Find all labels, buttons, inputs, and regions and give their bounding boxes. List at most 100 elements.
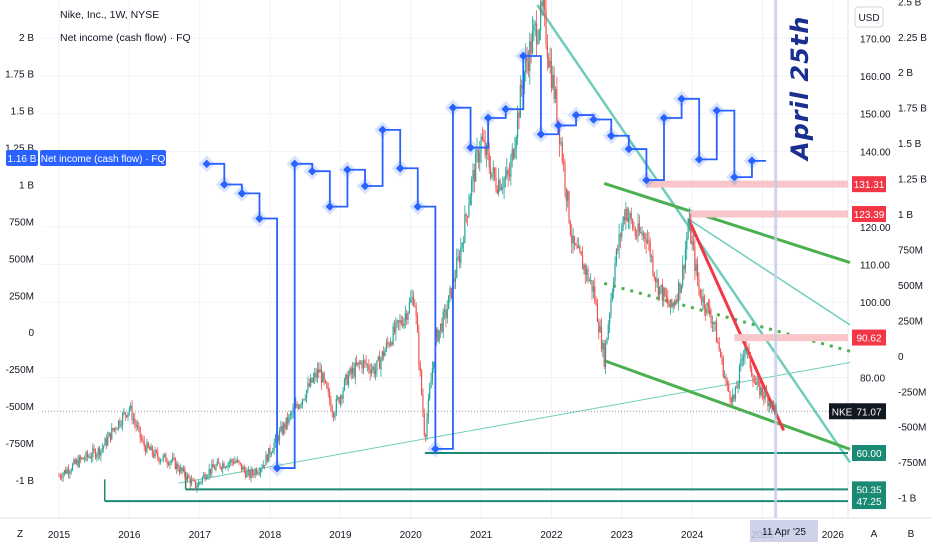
candle-body <box>540 1 542 31</box>
candle-body <box>116 428 118 430</box>
candle-body <box>738 365 741 384</box>
candle-body <box>328 391 331 401</box>
price-tag-current <box>852 403 886 420</box>
candle-body <box>184 468 186 477</box>
net-income-point <box>483 113 493 123</box>
candle-body <box>487 145 489 154</box>
candle-body <box>418 332 420 364</box>
candle-body <box>407 312 409 320</box>
net-income-point <box>255 214 264 223</box>
candle-body <box>65 470 67 474</box>
candle-body <box>109 432 112 440</box>
candle-body <box>339 396 341 404</box>
candle-body <box>84 459 86 461</box>
candle-body <box>365 361 367 365</box>
candle-body <box>518 112 520 118</box>
candle-body <box>396 320 398 322</box>
candle-body <box>535 23 538 44</box>
candle-body <box>205 477 208 480</box>
right-axis-tick: 1.25 B <box>898 175 927 186</box>
candle-body <box>81 457 83 460</box>
candle-body <box>492 167 494 173</box>
candle-body <box>345 374 347 380</box>
candle-body <box>366 364 369 366</box>
candle-body <box>625 208 627 221</box>
right-axis-tick: 2.5 B <box>898 0 922 8</box>
candle-body <box>761 387 764 396</box>
left-axis-tick: 1.75 B <box>5 70 34 81</box>
candle-body <box>104 438 106 446</box>
candle-body <box>59 475 61 478</box>
candle-body <box>285 417 287 429</box>
candle-body <box>680 285 682 293</box>
candle-body <box>270 452 273 455</box>
candle-body <box>67 469 70 474</box>
candle-body <box>121 413 124 426</box>
currency-button[interactable] <box>854 6 884 28</box>
indicator-title: Net income (cash flow) · FQ <box>60 32 191 44</box>
candle-body <box>181 467 183 471</box>
candle-body <box>85 452 87 460</box>
candle-body <box>200 481 202 483</box>
right-axis-tick: 250M <box>898 316 923 327</box>
candle-body <box>299 404 301 409</box>
net-income-point <box>272 463 282 473</box>
left-axis-tick: 0 <box>28 328 34 339</box>
candle-body <box>425 435 427 437</box>
candle-body <box>514 148 516 158</box>
candle-body <box>679 282 681 293</box>
left-axis-tick: 1 B <box>19 181 34 192</box>
candle-body <box>430 379 432 389</box>
candle-body <box>734 387 737 399</box>
candle-body <box>614 262 616 282</box>
candle-body <box>500 187 502 191</box>
log-scale-button[interactable]: B <box>908 529 915 540</box>
candle-body <box>757 380 760 382</box>
candle-body <box>721 357 723 359</box>
candle-body <box>274 435 277 443</box>
candle-body <box>610 299 612 315</box>
candle-body <box>640 232 642 234</box>
candle-body <box>174 458 176 470</box>
candle-body <box>480 136 482 153</box>
candle-body <box>228 462 231 464</box>
candle-body <box>385 342 387 350</box>
candle-body <box>88 456 90 458</box>
candle-body <box>637 223 639 237</box>
net-income-point <box>501 104 510 114</box>
right-axis-tick: -250M <box>898 387 926 398</box>
candle-body <box>75 460 78 464</box>
candle-body <box>468 205 470 217</box>
candle-body <box>144 446 147 453</box>
candle-body <box>448 295 450 310</box>
candle-body <box>711 322 714 324</box>
candle-body <box>393 326 396 333</box>
candle-body <box>615 249 617 263</box>
candle-body <box>533 24 535 32</box>
candle-body <box>337 397 339 399</box>
net-income-series <box>198 47 766 477</box>
candle-body <box>653 273 655 278</box>
candle-body <box>177 463 179 470</box>
candle-body <box>572 236 574 244</box>
candle-body <box>307 383 309 391</box>
candle-body <box>549 60 551 68</box>
candle-body <box>369 369 371 374</box>
candle-body <box>767 395 769 407</box>
candle-body <box>253 473 255 476</box>
candle-body <box>82 457 84 460</box>
candle-body <box>511 149 513 161</box>
candle-body <box>63 470 66 474</box>
candle-body <box>330 400 332 410</box>
candle-body <box>220 467 222 469</box>
candle-body <box>189 477 191 485</box>
candle-body <box>199 482 201 484</box>
candle-body <box>335 398 337 413</box>
candle-body <box>771 401 773 408</box>
candle-body <box>262 464 264 468</box>
auto-scale-button[interactable]: A <box>871 529 878 540</box>
legend-label-badge[interactable] <box>40 150 166 166</box>
candle-body <box>74 459 76 464</box>
candle-body <box>169 461 171 465</box>
